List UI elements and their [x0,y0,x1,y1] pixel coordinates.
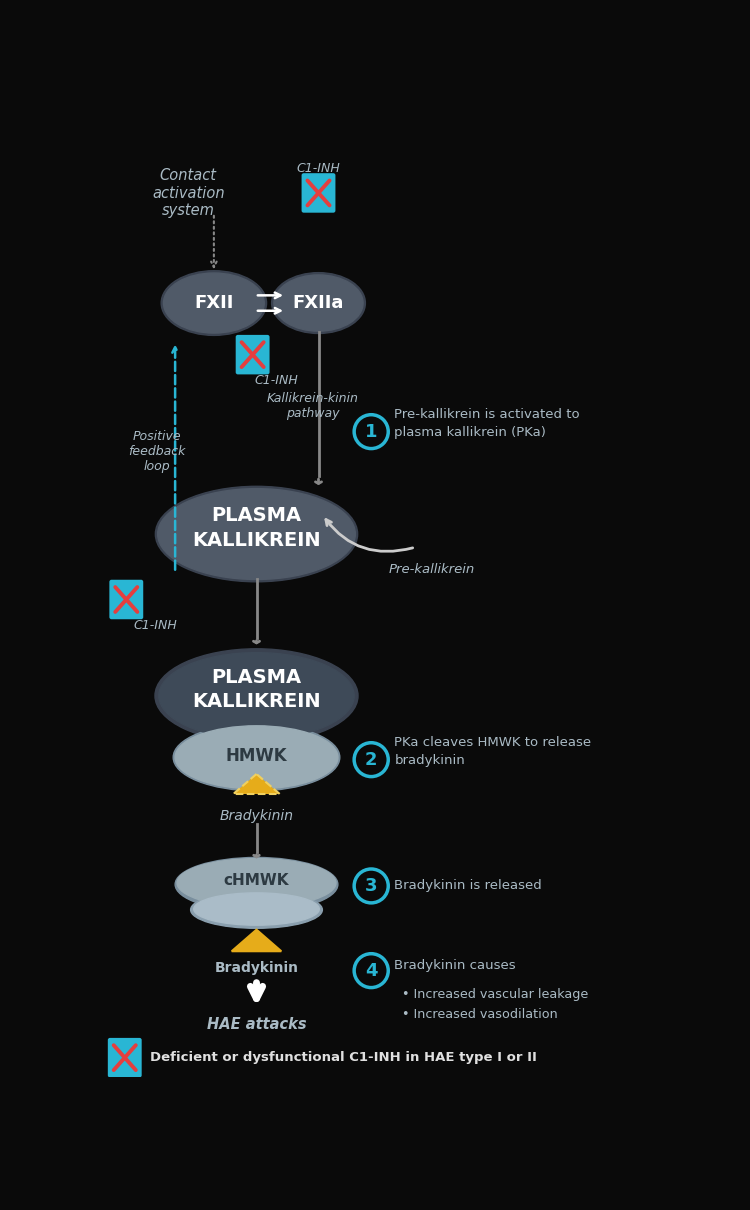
Ellipse shape [173,724,340,791]
Text: Pre-kallikrein: Pre-kallikrein [388,563,475,576]
Ellipse shape [175,726,338,789]
Text: C1-INH: C1-INH [296,162,340,175]
Ellipse shape [158,489,356,580]
FancyBboxPatch shape [110,581,142,618]
Text: HMWK: HMWK [226,747,287,765]
Ellipse shape [161,271,266,335]
Text: Kallikrein-kinin
pathway: Kallikrein-kinin pathway [266,392,358,420]
Text: • Increased vasodilation: • Increased vasodilation [402,1008,558,1020]
Text: Bradykinin is released: Bradykinin is released [394,880,542,893]
FancyBboxPatch shape [302,174,334,212]
Ellipse shape [159,652,354,739]
Ellipse shape [177,859,336,908]
Text: Deficient or dysfunctional C1-INH in HAE type I or II: Deficient or dysfunctional C1-INH in HAE… [149,1051,536,1064]
Text: Bradykinin causes: Bradykinin causes [394,958,516,972]
Text: PLASMA
KALLIKREIN: PLASMA KALLIKREIN [192,506,321,549]
Text: cHMWK: cHMWK [224,874,290,888]
Ellipse shape [164,273,264,333]
Polygon shape [232,929,281,951]
Text: PLASMA
KALLIKREIN: PLASMA KALLIKREIN [192,668,321,711]
Ellipse shape [190,892,322,928]
Ellipse shape [155,486,358,582]
Text: 3: 3 [365,877,377,895]
Text: Pre-kallikrein is activated to
plasma kallikrein (PKa): Pre-kallikrein is activated to plasma ka… [394,409,580,439]
Ellipse shape [194,893,320,926]
Text: Bradykinin: Bradykinin [214,962,298,975]
Text: Positive
feedback
loop: Positive feedback loop [128,430,186,473]
Text: • Increased vascular leakage: • Increased vascular leakage [402,989,589,1002]
Ellipse shape [175,858,338,911]
FancyBboxPatch shape [109,1039,141,1077]
Text: 2: 2 [365,750,377,768]
Text: FXII: FXII [194,294,233,312]
Text: 4: 4 [365,962,377,980]
Text: HAE attacks: HAE attacks [207,1016,306,1032]
Ellipse shape [272,272,365,334]
Text: PKa cleaves HMWK to release
bradykinin: PKa cleaves HMWK to release bradykinin [394,737,592,767]
FancyBboxPatch shape [237,336,268,374]
Text: Contact
activation
system: Contact activation system [152,168,224,218]
Ellipse shape [274,275,363,332]
Polygon shape [233,774,280,794]
Ellipse shape [155,649,358,743]
Text: Bradykinin: Bradykinin [220,809,293,823]
Text: C1-INH: C1-INH [254,374,298,387]
Text: C1-INH: C1-INH [134,618,178,632]
Text: 1: 1 [365,422,377,440]
Text: FXIIa: FXIIa [292,294,344,312]
